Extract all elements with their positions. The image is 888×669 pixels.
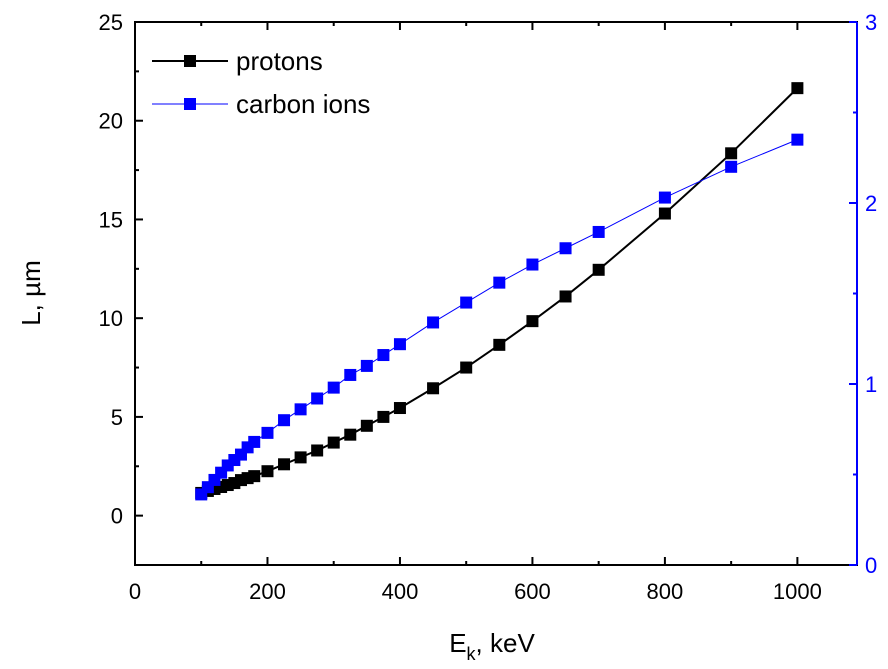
point-carbon-ions: [248, 435, 261, 448]
point-carbon-ions: [344, 368, 357, 381]
point-carbon-ions: [393, 338, 406, 351]
point-protons: [427, 382, 440, 395]
point-protons: [327, 436, 340, 449]
point-protons: [791, 82, 804, 95]
point-carbon-ions: [559, 242, 572, 255]
y-tick-label: 5: [111, 405, 123, 430]
point-carbon-ions: [725, 160, 738, 173]
point-carbon-ions: [791, 133, 804, 146]
point-carbon-ions: [261, 426, 274, 439]
y-axis-title: L, µm: [16, 260, 46, 326]
x-tick-label: 600: [514, 579, 551, 604]
point-carbon-ions: [360, 359, 373, 372]
point-protons: [393, 402, 406, 415]
legend-label-protons: protons: [236, 46, 323, 76]
y-tick-label: 20: [99, 109, 123, 134]
point-protons: [493, 338, 506, 351]
x-tick-label: 400: [382, 579, 419, 604]
point-carbon-ions: [327, 381, 340, 394]
point-carbon-ions: [592, 225, 605, 238]
y-tick-label: 10: [99, 306, 123, 331]
x-axis-title-subscript: k: [467, 644, 477, 664]
point-protons: [344, 428, 357, 441]
point-protons: [360, 419, 373, 432]
point-protons: [559, 290, 572, 303]
point-protons: [526, 315, 539, 328]
series-layer: [195, 82, 804, 501]
y-tick-label: 15: [99, 207, 123, 232]
point-protons: [278, 458, 291, 471]
point-protons: [658, 207, 671, 220]
legend-label-carbon-ions: carbon ions: [236, 89, 370, 119]
y2-tick-label: 3: [865, 10, 877, 35]
point-carbon-ions: [377, 349, 390, 362]
point-protons: [592, 263, 605, 276]
x-tick-label: 1000: [773, 579, 822, 604]
y-tick-label: 25: [99, 10, 123, 35]
y2-tick-label: 2: [865, 191, 877, 216]
legend-marker-protons: [184, 55, 196, 67]
legend-marker-carbon-ions: [184, 98, 196, 110]
x-tick-label: 800: [647, 579, 684, 604]
point-protons: [460, 361, 473, 374]
point-protons: [261, 465, 274, 478]
point-protons: [294, 451, 307, 464]
x-axis-title: Ek, keV: [449, 628, 535, 664]
point-carbon-ions: [427, 316, 440, 329]
x-axis-title-main: E: [449, 628, 466, 658]
point-protons: [311, 444, 324, 457]
legend: protons carbon ions: [152, 46, 370, 119]
point-carbon-ions: [526, 258, 539, 271]
x-axis-title-rest: , keV: [476, 628, 536, 658]
x-tick-label: 200: [249, 579, 286, 604]
series-line-protons: [200, 87, 799, 494]
ticks-layer: 0 200 400 600 800 1000 0 5 10 15 20 25 0 1 2 3: [99, 10, 878, 604]
x-tick-label: 0: [129, 579, 141, 604]
y-tick-label: 0: [111, 504, 123, 529]
point-carbon-ions: [493, 276, 506, 289]
point-carbon-ions: [658, 191, 671, 204]
point-protons: [377, 410, 390, 423]
y2-tick-label: 0: [865, 553, 877, 578]
point-carbon-ions: [460, 296, 473, 309]
point-carbon-ions: [294, 403, 307, 416]
point-protons: [248, 470, 261, 483]
point-carbon-ions: [311, 392, 324, 405]
series-line-carbon-ions: [200, 139, 798, 495]
y2-tick-label: 1: [865, 372, 877, 397]
point-carbon-ions: [278, 414, 291, 427]
point-protons: [725, 147, 738, 160]
